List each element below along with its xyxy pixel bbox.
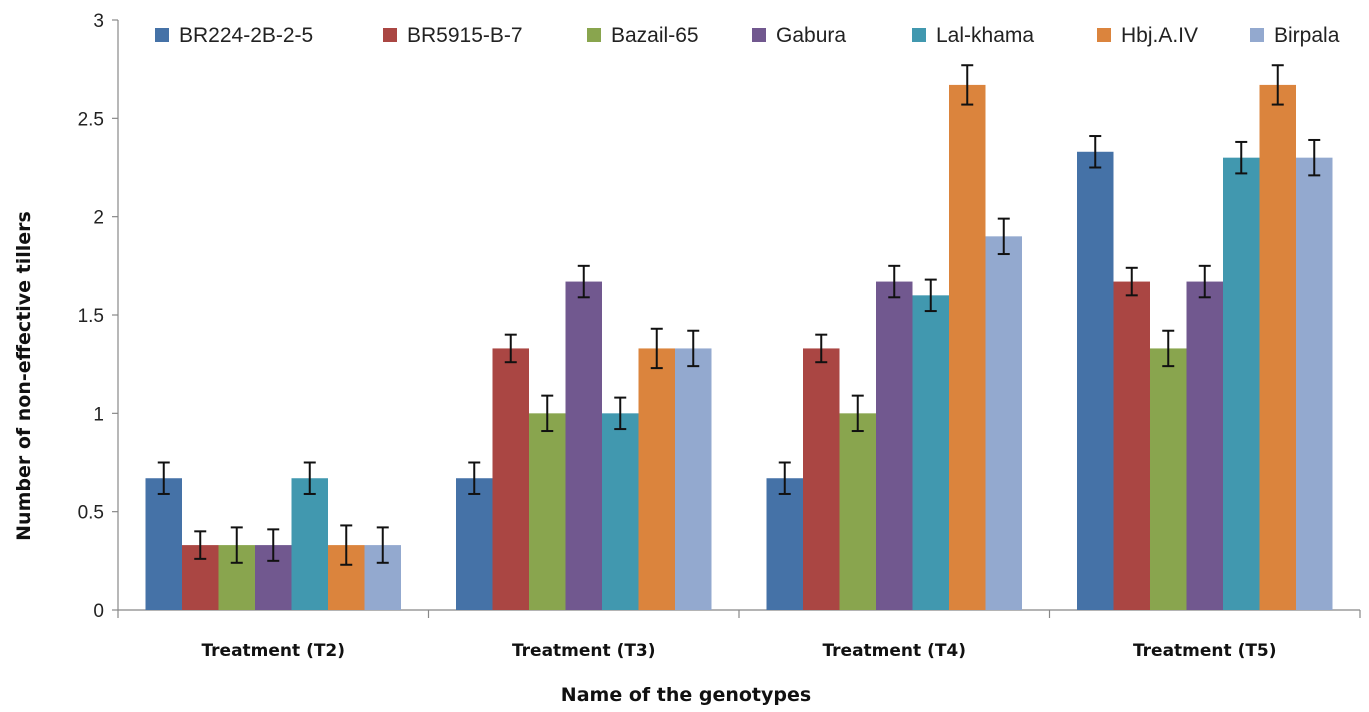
error-bar: [687, 329, 700, 368]
legend-item: BR224-2B-2-5: [155, 24, 313, 47]
bar-bazail-65-4: [1150, 348, 1187, 610]
error-bar: [577, 264, 590, 299]
bar-bazail-65-3: [839, 413, 876, 610]
bar-gabura-2: [565, 281, 602, 610]
error-bar: [888, 264, 901, 299]
error-bar: [778, 461, 791, 495]
bar-gabura-3: [876, 281, 913, 610]
error-bar: [194, 530, 207, 560]
legend-swatch: [155, 28, 169, 42]
error-bar: [650, 327, 663, 370]
legend-swatch: [912, 28, 926, 42]
bar-birpala-2: [675, 348, 712, 610]
error-bar: [851, 394, 864, 433]
bar-hbj-a-iv-3: [949, 84, 986, 610]
legend-swatch: [752, 28, 766, 42]
y-tick-label: 3: [93, 11, 104, 32]
legend-item: Lal-khama: [912, 24, 1034, 47]
bar-br5915-b-7-4: [1113, 281, 1150, 610]
error-bar: [303, 461, 316, 495]
bar-birpala-4: [1296, 157, 1333, 610]
bar-br5915-b-7-2: [492, 348, 529, 610]
legend-item: Gabura: [752, 24, 846, 47]
y-tick-label: 1.5: [78, 306, 104, 327]
chart-legend: BR224-2B-2-5 BR5915-B-7 Bazail-65 Gabura Lal…: [155, 24, 1340, 47]
legend-label: Lal-khama: [936, 24, 1034, 47]
error-bar: [376, 526, 389, 564]
error-bar: [541, 394, 554, 433]
error-bar: [614, 396, 627, 431]
error-bar: [157, 461, 170, 495]
error-bar: [1162, 329, 1175, 368]
y-tick-label: 0.5: [78, 503, 104, 524]
bar-lal-khama-4: [1223, 157, 1260, 610]
y-tick-label: 0: [93, 601, 104, 622]
bar-br224-2b-2-5-3: [766, 478, 803, 610]
chart-bars: [145, 84, 1333, 611]
bar-birpala-3: [985, 236, 1022, 611]
legend-label: Gabura: [776, 24, 846, 47]
error-bar: [997, 217, 1010, 256]
bar-br224-2b-2-5-4: [1077, 151, 1114, 610]
legend-item: Bazail-65: [587, 24, 699, 47]
chart-error-bars: [157, 64, 1321, 566]
error-bar: [961, 64, 974, 106]
bar-br224-2b-2-5-1: [145, 478, 182, 610]
bar-hbj-a-iv-4: [1259, 84, 1296, 610]
legend-label: Hbj.A.IV: [1121, 24, 1198, 47]
error-bar: [815, 333, 828, 364]
error-bar: [1125, 266, 1138, 297]
legend-swatch: [1097, 28, 1111, 42]
error-bar: [1089, 135, 1102, 169]
error-bar: [1235, 140, 1248, 175]
legend-item: Birpala: [1250, 24, 1340, 47]
bar-lal-khama-1: [291, 478, 328, 610]
error-bar: [1308, 138, 1321, 177]
error-bar: [267, 528, 280, 562]
x-tick-label: Treatment (T3): [512, 641, 656, 661]
error-bar: [340, 524, 353, 566]
error-bar: [230, 526, 243, 564]
y-tick-label: 1: [93, 404, 104, 425]
legend-swatch: [587, 28, 601, 42]
x-axis-title: Name of the genotypes: [561, 684, 811, 706]
bar-lal-khama-3: [912, 295, 949, 610]
y-tick-label: 2.5: [78, 109, 104, 130]
error-bar: [1271, 64, 1284, 106]
legend-item: BR5915-B-7: [383, 24, 523, 47]
error-bar: [468, 461, 481, 495]
chart-axes: 0 0.5 1 1.5 2 2.5 3 Treatment (T2) Treatment (T3…: [78, 11, 1361, 661]
legend-swatch: [383, 28, 397, 42]
bar-br5915-b-7-3: [803, 348, 840, 610]
error-bar: [504, 333, 517, 364]
error-bar: [924, 278, 937, 313]
bar-bazail-65-2: [529, 413, 566, 610]
bar-br224-2b-2-5-2: [456, 478, 493, 610]
x-tick-label: Treatment (T4): [822, 641, 966, 661]
y-axis-title: Number of non-effective tillers: [13, 211, 35, 541]
bar-lal-khama-2: [602, 413, 639, 610]
error-bar: [1198, 264, 1211, 299]
legend-label: BR5915-B-7: [407, 24, 523, 47]
legend-label: Birpala: [1274, 24, 1340, 47]
bar-gabura-4: [1186, 281, 1223, 610]
x-tick-label: Treatment (T2): [201, 641, 345, 661]
legend-label: BR224-2B-2-5: [179, 24, 313, 47]
bar-hbj-a-iv-2: [638, 348, 675, 610]
y-tick-label: 2: [93, 208, 104, 229]
legend-item: Hbj.A.IV: [1097, 24, 1198, 47]
legend-label: Bazail-65: [611, 24, 699, 47]
legend-swatch: [1250, 28, 1264, 42]
x-tick-label: Treatment (T5): [1133, 641, 1277, 661]
